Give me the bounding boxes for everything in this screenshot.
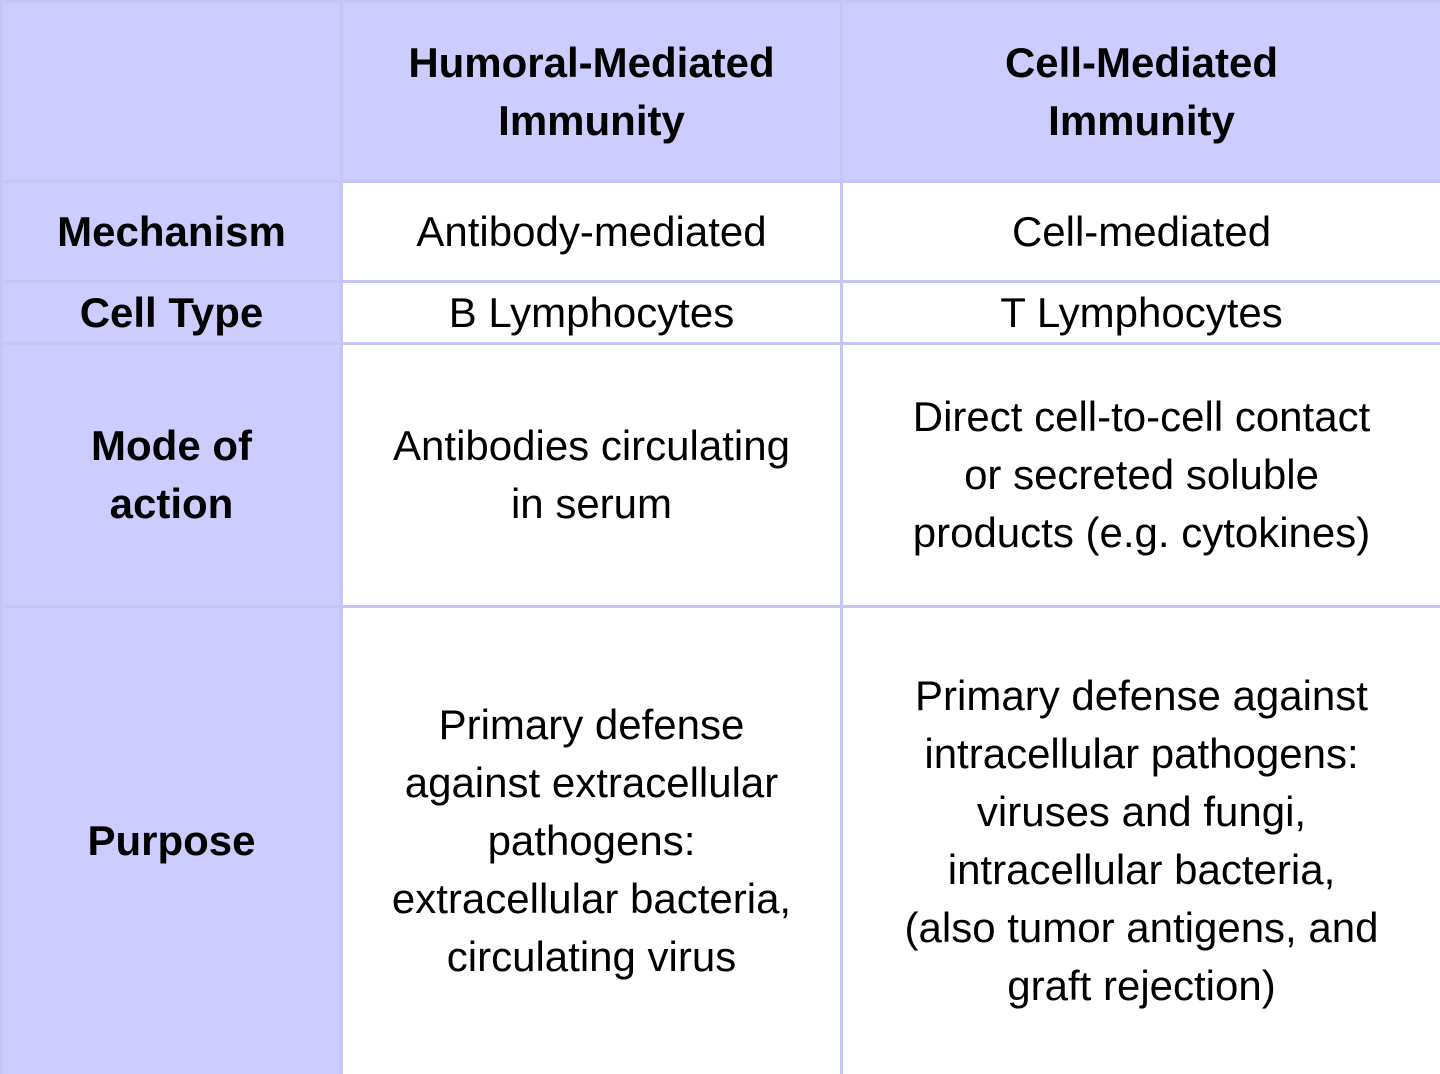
table-cell: Primary defense against intracellular pat… [840, 605, 1440, 1074]
cell-text-line: Cell-mediated [1011, 207, 1272, 255]
table-cell: B Lymphocytes [340, 280, 843, 345]
cell-text-line: in serum [510, 480, 673, 527]
cell-text-line: Humoral-Mediated [408, 38, 775, 86]
cell-text-line: pathogens: [487, 817, 696, 864]
table-row: Mechanism Antibody-mediated Cell-mediated [0, 180, 1440, 283]
cell-text-line: circulating virus [446, 933, 737, 980]
table-cell: Primary defense against extracellular path… [340, 605, 843, 1074]
table-row: Cell Type B Lymphocytes T Lymphocytes [0, 280, 1440, 345]
cell-text-line: Mode of [91, 422, 252, 469]
cell-text-line: Antibodies circulating [393, 422, 790, 469]
cell-text-line: action [109, 480, 234, 527]
cell-text-line: viruses and fungi, [976, 788, 1307, 835]
cell-text-line: B Lymphocytes [448, 288, 735, 336]
cell-text-line: Mechanism [57, 207, 286, 255]
table-cell: Antibodies circulating in serum [340, 342, 843, 608]
cell-text-line: Immunity [1048, 96, 1235, 144]
table-cell: T Lymphocytes [840, 280, 1440, 345]
column-header: Cell-Mediated Immunity [840, 0, 1440, 183]
corner-cell [0, 0, 343, 183]
cell-text-line: Purpose [87, 817, 256, 864]
cell-text-line: Primary defense [438, 701, 745, 748]
cell-text-line: against extracellular [404, 759, 779, 806]
column-header: Humoral-Mediated Immunity [340, 0, 843, 183]
cell-text-line: (also tumor antigens, and [904, 904, 1379, 951]
cell-text-line: Cell-Mediated [1004, 38, 1279, 86]
cell-text-line: Immunity [498, 96, 685, 144]
table-cell: Direct cell-to-cell contact or secreted s… [840, 342, 1440, 608]
row-header: Cell Type [0, 280, 343, 345]
table-cell: Antibody-mediated [340, 180, 843, 283]
cell-text-line: extracellular bacteria, [391, 875, 792, 922]
header-row: Humoral-Mediated Immunity Cell-Mediated Imm… [0, 0, 1440, 183]
cell-text-line: graft rejection) [1007, 962, 1276, 1009]
table-row: Purpose Primary defense against extracellu… [0, 605, 1440, 1074]
cell-text-line: Antibody-mediated [416, 207, 767, 255]
cell-text-line: Direct cell-to-cell contact [912, 393, 1371, 440]
row-header: Mode of action [0, 342, 343, 608]
cell-text-line: or secreted soluble [964, 451, 1319, 498]
cell-text-line: products (e.g. cytokines) [912, 509, 1371, 556]
table-row: Mode of action Antibodies circulating in se… [0, 342, 1440, 608]
cell-text-line: intracellular bacteria, [947, 846, 1336, 893]
cell-text-line: T Lymphocytes [1000, 288, 1283, 336]
row-header: Mechanism [0, 180, 343, 283]
cell-text-line: Primary defense against [915, 672, 1368, 719]
row-header: Purpose [0, 605, 343, 1074]
cell-text-line: Cell Type [79, 288, 264, 336]
cell-text-line: intracellular pathogens: [924, 730, 1359, 777]
table-cell: Cell-mediated [840, 180, 1440, 283]
